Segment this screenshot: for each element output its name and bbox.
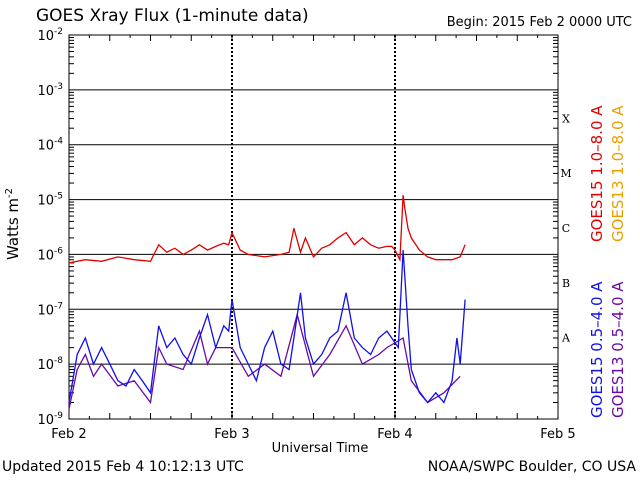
- y-tick-label-3: 10-6: [37, 246, 63, 263]
- series-line-1: [68, 250, 466, 404]
- y-tick-label-1: 10-8: [37, 356, 63, 373]
- updated-timestamp: Updated 2015 Feb 4 10:12:13 UTC: [2, 459, 244, 475]
- y-tick-label-6: 10-3: [37, 82, 63, 99]
- x-tick-label-2: Feb 4: [377, 427, 412, 442]
- credit-label: NOAA/SWPC Boulder, CO USA: [427, 459, 636, 475]
- x-axis-title: Universal Time: [271, 441, 369, 456]
- y-tick-label-5: 10-4: [37, 137, 63, 154]
- flare-class-m: M: [560, 167, 571, 180]
- x-tick-label-0: Feb 2: [51, 427, 86, 442]
- series-line-0: [68, 195, 466, 264]
- x-tick-label-3: Feb 5: [540, 427, 575, 442]
- legend-goes13-long: GOES13 1.0–8.0 A: [609, 105, 627, 242]
- y-tick-label-4: 10-5: [37, 192, 63, 209]
- legend-goes15-short: GOES15 0.5–4.0 A: [588, 281, 606, 418]
- x-tick-label-1: Feb 3: [214, 427, 249, 442]
- flare-class-c: C: [562, 222, 570, 235]
- flare-class-x: X: [562, 112, 570, 125]
- y-tick-label-7: 10-2: [37, 27, 63, 44]
- flare-class-b: B: [562, 277, 570, 290]
- y-tick-label-2: 10-7: [37, 301, 63, 318]
- legend-goes13-short: GOES13 0.5–4.0 A: [609, 281, 627, 418]
- plot-frame: [68, 34, 559, 420]
- y-tick-label-0: 10-9: [37, 411, 63, 428]
- begin-time: Begin: 2015 Feb 2 0000 UTC: [446, 15, 632, 30]
- legend-goes15-long: GOES15 1.0–8.0 A: [588, 105, 606, 242]
- flare-class-a: A: [561, 332, 571, 345]
- series-line-2: [68, 312, 461, 410]
- chart-title: GOES Xray Flux (1-minute data): [36, 6, 309, 26]
